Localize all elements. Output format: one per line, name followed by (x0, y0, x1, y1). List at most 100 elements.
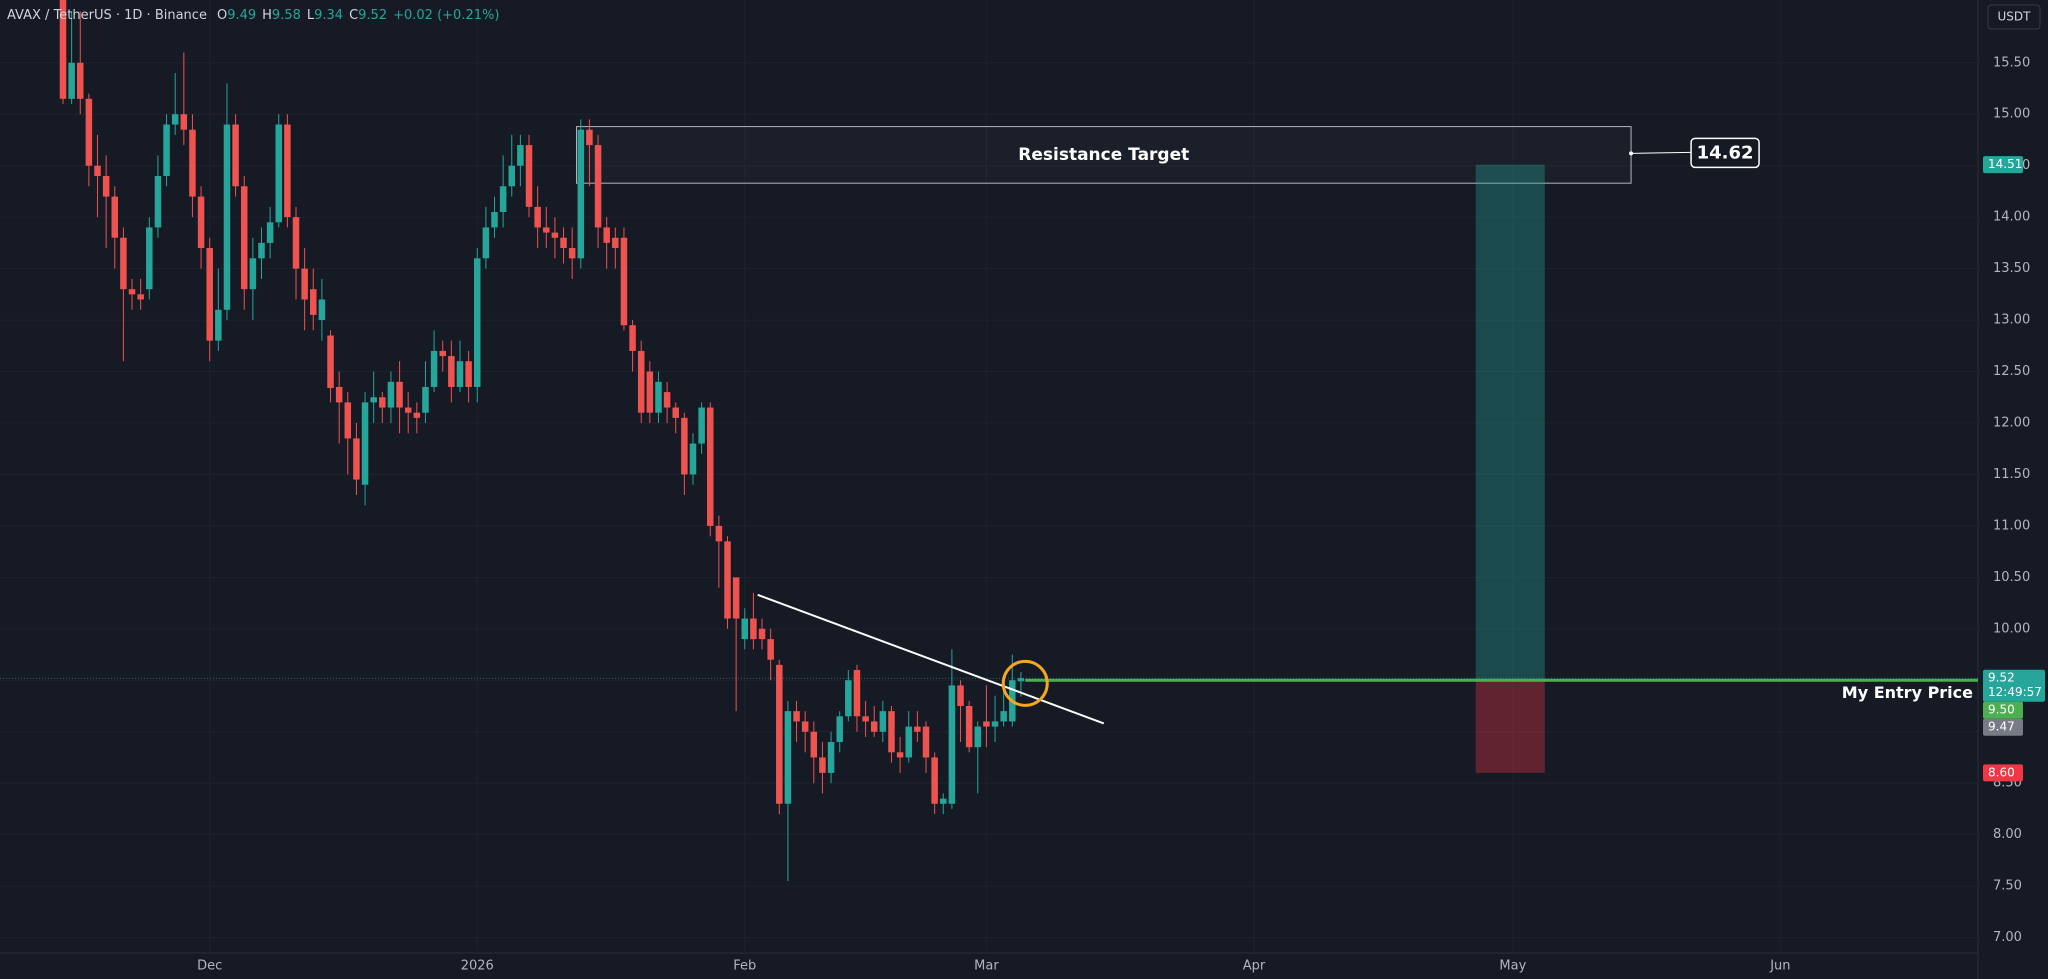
candle-body (758, 628, 766, 640)
candle-body (154, 175, 162, 228)
candle-body (240, 186, 248, 290)
candle-body (249, 258, 257, 290)
candle-body (206, 248, 213, 341)
candle-body (922, 726, 930, 758)
candle-body (974, 726, 982, 748)
candle-body (111, 196, 119, 238)
candle-body (551, 232, 559, 238)
y-tick-label: 8.00 (1993, 827, 2022, 842)
candle-body (836, 716, 843, 743)
candle-body (983, 721, 990, 727)
candle-body (914, 726, 921, 732)
candle-body (180, 114, 188, 130)
candle-body (171, 114, 179, 125)
currency-button[interactable] (1987, 4, 2041, 30)
price-label-box (1983, 701, 2023, 719)
candle-body (724, 541, 731, 619)
candle-body (646, 371, 654, 413)
y-tick-label: 15.00 (1993, 107, 2030, 122)
change: +0.02 (+0.21%) (393, 8, 499, 23)
callout-box (1690, 137, 1760, 169)
candle-body (77, 62, 84, 99)
price-label: 9.50 (1988, 703, 2015, 717)
candle-body (284, 124, 291, 218)
ohlc-value: 9.34 (314, 8, 343, 23)
resistance-box (575, 126, 1632, 184)
y-tick-label: 12.50 (1993, 364, 2030, 379)
price-label-box (1983, 718, 2023, 736)
candle-body (197, 196, 205, 249)
ohlc-key: L (307, 8, 315, 23)
candle-body (275, 124, 282, 223)
candle-body (940, 798, 947, 804)
y-tick-label: 11.00 (1993, 518, 2030, 533)
y-tick-label: 13.50 (1993, 261, 2030, 276)
candle-body (465, 361, 472, 387)
candle-body (413, 412, 421, 418)
candle-body (534, 206, 541, 228)
candle-body (59, 0, 67, 99)
candle-body (965, 706, 973, 748)
candle-body (577, 129, 585, 259)
candle-body (586, 129, 593, 146)
drawings-back: Resistance Target (0, 126, 1978, 773)
candle-body (430, 350, 438, 387)
candle-body (353, 438, 360, 480)
candle-body (620, 237, 628, 326)
candle-body (603, 227, 610, 243)
resistance-label: Resistance Target (1018, 145, 1189, 165)
candle-body (870, 721, 878, 732)
price-axis: 7.007.508.008.509.009.5010.0010.5011.001… (197, 55, 2045, 974)
candle-body (396, 381, 403, 408)
candle-body (819, 757, 826, 773)
candle-body (888, 711, 895, 753)
candle-body (732, 577, 740, 619)
candle-body (387, 381, 395, 408)
candle-body (146, 227, 153, 290)
candle-body (1000, 711, 1007, 722)
candle-body (931, 757, 938, 804)
candle-body (741, 618, 749, 640)
candle-body (957, 685, 964, 707)
candle-body (681, 417, 688, 475)
candle-body (292, 217, 300, 269)
candle-body (698, 407, 705, 444)
candle-body (120, 237, 127, 290)
candle-body (128, 289, 136, 295)
candle-body (258, 242, 265, 259)
x-tick-label: May (1499, 959, 1526, 974)
ohlc-value: 9.49 (227, 8, 256, 23)
x-tick-label: Mar (974, 959, 999, 974)
ohlc-value: 9.58 (272, 8, 301, 23)
drawings-front: My Entry Price 14.62 (757, 137, 1978, 725)
price-label-box (1983, 669, 2045, 702)
candle-body (637, 350, 645, 413)
candle-body (404, 407, 412, 413)
candle-body (517, 145, 524, 166)
candle-body (189, 129, 196, 197)
candle-body (266, 222, 274, 243)
candle-body (491, 212, 498, 228)
candle-body (223, 124, 231, 310)
candle-body (853, 669, 861, 717)
candle-body (335, 386, 343, 403)
candle-body (801, 721, 809, 732)
ohlc-value: 9.52 (358, 8, 387, 23)
candle-body (594, 145, 602, 228)
price-label: 8.60 (1988, 765, 2015, 779)
candle-body (879, 711, 887, 732)
candle-body (612, 237, 619, 249)
candle-body (560, 237, 567, 249)
y-tick-label: 13.00 (1993, 313, 2030, 328)
candle-body (482, 227, 490, 259)
candle-body (68, 62, 75, 99)
candle-body (948, 685, 956, 804)
candle-body (672, 407, 679, 418)
candle-body (473, 258, 481, 387)
ohlc-key: H (262, 8, 272, 23)
price-label: 9.52 (1988, 671, 2015, 685)
y-tick-label: 10.50 (1993, 570, 2030, 585)
candle-body (767, 639, 774, 660)
